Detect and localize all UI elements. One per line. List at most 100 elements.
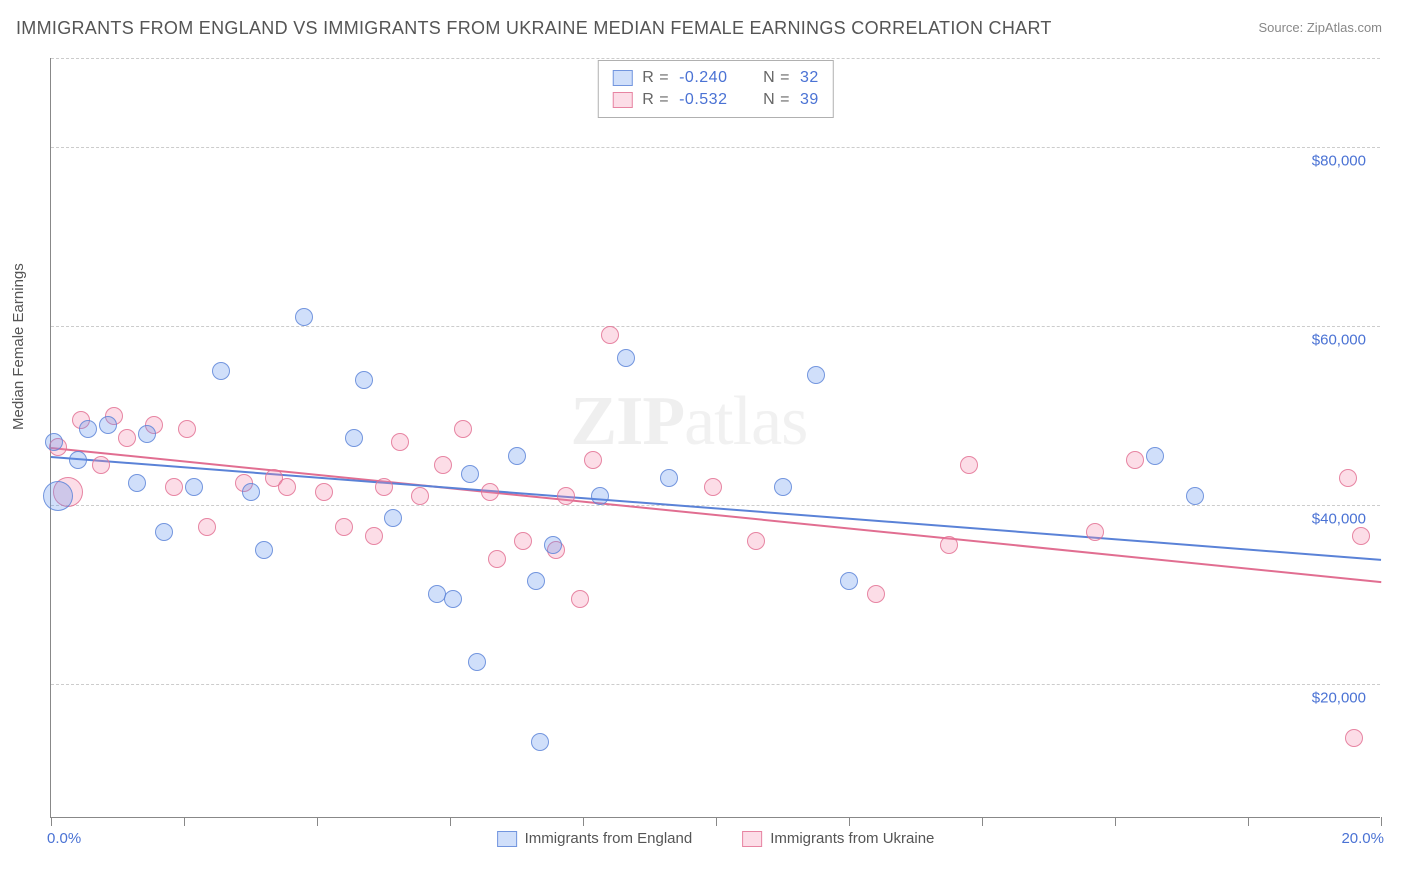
legend-label-ukraine: Immigrants from Ukraine: [770, 830, 934, 847]
data-point-ukraine: [178, 420, 196, 438]
legend-row-england: R = -0.240 N = 32: [612, 67, 818, 89]
data-point-england: [43, 481, 73, 511]
data-point-england: [128, 474, 146, 492]
data-point-ukraine: [375, 478, 393, 496]
data-point-england: [138, 425, 156, 443]
plot-area: ZIPatlas R = -0.240 N = 32 R = -0.532 N …: [50, 58, 1380, 818]
data-point-england: [155, 523, 173, 541]
x-axis-max-label: 20.0%: [1341, 830, 1384, 847]
y-axis-label: Median Female Earnings: [10, 263, 27, 430]
data-point-ukraine: [557, 487, 575, 505]
data-point-ukraine: [278, 478, 296, 496]
data-point-england: [660, 469, 678, 487]
data-point-ukraine: [454, 420, 472, 438]
data-point-england: [428, 585, 446, 603]
data-point-ukraine: [1086, 523, 1104, 541]
y-tick-label: $80,000: [1312, 153, 1366, 170]
x-tick: [317, 817, 318, 826]
data-point-england: [45, 433, 63, 451]
x-tick: [1248, 817, 1249, 826]
r-value-england: -0.240: [679, 69, 741, 87]
y-tick-label: $40,000: [1312, 511, 1366, 528]
data-point-ukraine: [92, 456, 110, 474]
y-tick-label: $60,000: [1312, 332, 1366, 349]
chart-container: IMMIGRANTS FROM ENGLAND VS IMMIGRANTS FR…: [0, 0, 1406, 892]
correlation-legend: R = -0.240 N = 32 R = -0.532 N = 39: [597, 60, 833, 118]
trend-line-ukraine: [51, 447, 1381, 583]
data-point-ukraine: [514, 532, 532, 550]
r-label: R =: [642, 69, 669, 87]
x-tick: [849, 817, 850, 826]
data-point-england: [355, 371, 373, 389]
data-point-ukraine: [747, 532, 765, 550]
data-point-england: [79, 420, 97, 438]
gridline: [51, 684, 1380, 685]
data-point-ukraine: [165, 478, 183, 496]
x-tick: [716, 817, 717, 826]
data-point-ukraine: [571, 590, 589, 608]
data-point-england: [527, 572, 545, 590]
data-point-ukraine: [118, 429, 136, 447]
x-tick: [51, 817, 52, 826]
data-point-england: [444, 590, 462, 608]
swatch-england-icon: [497, 831, 517, 847]
data-point-england: [345, 429, 363, 447]
legend-row-ukraine: R = -0.532 N = 39: [612, 89, 818, 111]
x-tick: [982, 817, 983, 826]
data-point-ukraine: [704, 478, 722, 496]
data-point-england: [617, 349, 635, 367]
data-point-ukraine: [488, 550, 506, 568]
y-tick-label: $20,000: [1312, 689, 1366, 706]
data-point-england: [242, 483, 260, 501]
data-point-england: [840, 572, 858, 590]
watermark: ZIPatlas: [570, 382, 807, 462]
data-point-england: [99, 416, 117, 434]
data-point-ukraine: [1352, 527, 1370, 545]
gridline: [51, 505, 1380, 506]
data-point-england: [531, 733, 549, 751]
data-point-england: [774, 478, 792, 496]
data-point-ukraine: [960, 456, 978, 474]
gridline: [51, 147, 1380, 148]
data-point-england: [212, 362, 230, 380]
legend-item-england: Immigrants from England: [497, 830, 693, 847]
data-point-ukraine: [411, 487, 429, 505]
legend-label-england: Immigrants from England: [525, 830, 693, 847]
data-point-ukraine: [1339, 469, 1357, 487]
r-label: R =: [642, 91, 669, 109]
data-point-ukraine: [315, 483, 333, 501]
data-point-ukraine: [391, 433, 409, 451]
data-point-ukraine: [481, 483, 499, 501]
data-point-england: [807, 366, 825, 384]
data-point-england: [1146, 447, 1164, 465]
data-point-england: [185, 478, 203, 496]
x-tick: [1115, 817, 1116, 826]
data-point-ukraine: [584, 451, 602, 469]
data-point-england: [468, 653, 486, 671]
series-legend: Immigrants from England Immigrants from …: [497, 830, 935, 847]
data-point-ukraine: [1126, 451, 1144, 469]
data-point-ukraine: [335, 518, 353, 536]
data-point-ukraine: [198, 518, 216, 536]
data-point-england: [295, 308, 313, 326]
swatch-ukraine-icon: [612, 92, 632, 108]
data-point-england: [544, 536, 562, 554]
data-point-england: [255, 541, 273, 559]
data-point-ukraine: [365, 527, 383, 545]
x-tick: [1381, 817, 1382, 826]
data-point-england: [384, 509, 402, 527]
swatch-england-icon: [612, 70, 632, 86]
r-value-ukraine: -0.532: [679, 91, 741, 109]
trend-line-england: [51, 456, 1381, 561]
data-point-ukraine: [1345, 729, 1363, 747]
data-point-england: [1186, 487, 1204, 505]
data-point-england: [508, 447, 526, 465]
source-label: Source: ZipAtlas.com: [1258, 20, 1382, 35]
n-value-england: 32: [800, 69, 819, 87]
x-tick: [583, 817, 584, 826]
swatch-ukraine-icon: [742, 831, 762, 847]
data-point-england: [591, 487, 609, 505]
gridline: [51, 58, 1380, 59]
n-label: N =: [763, 91, 790, 109]
data-point-ukraine: [601, 326, 619, 344]
